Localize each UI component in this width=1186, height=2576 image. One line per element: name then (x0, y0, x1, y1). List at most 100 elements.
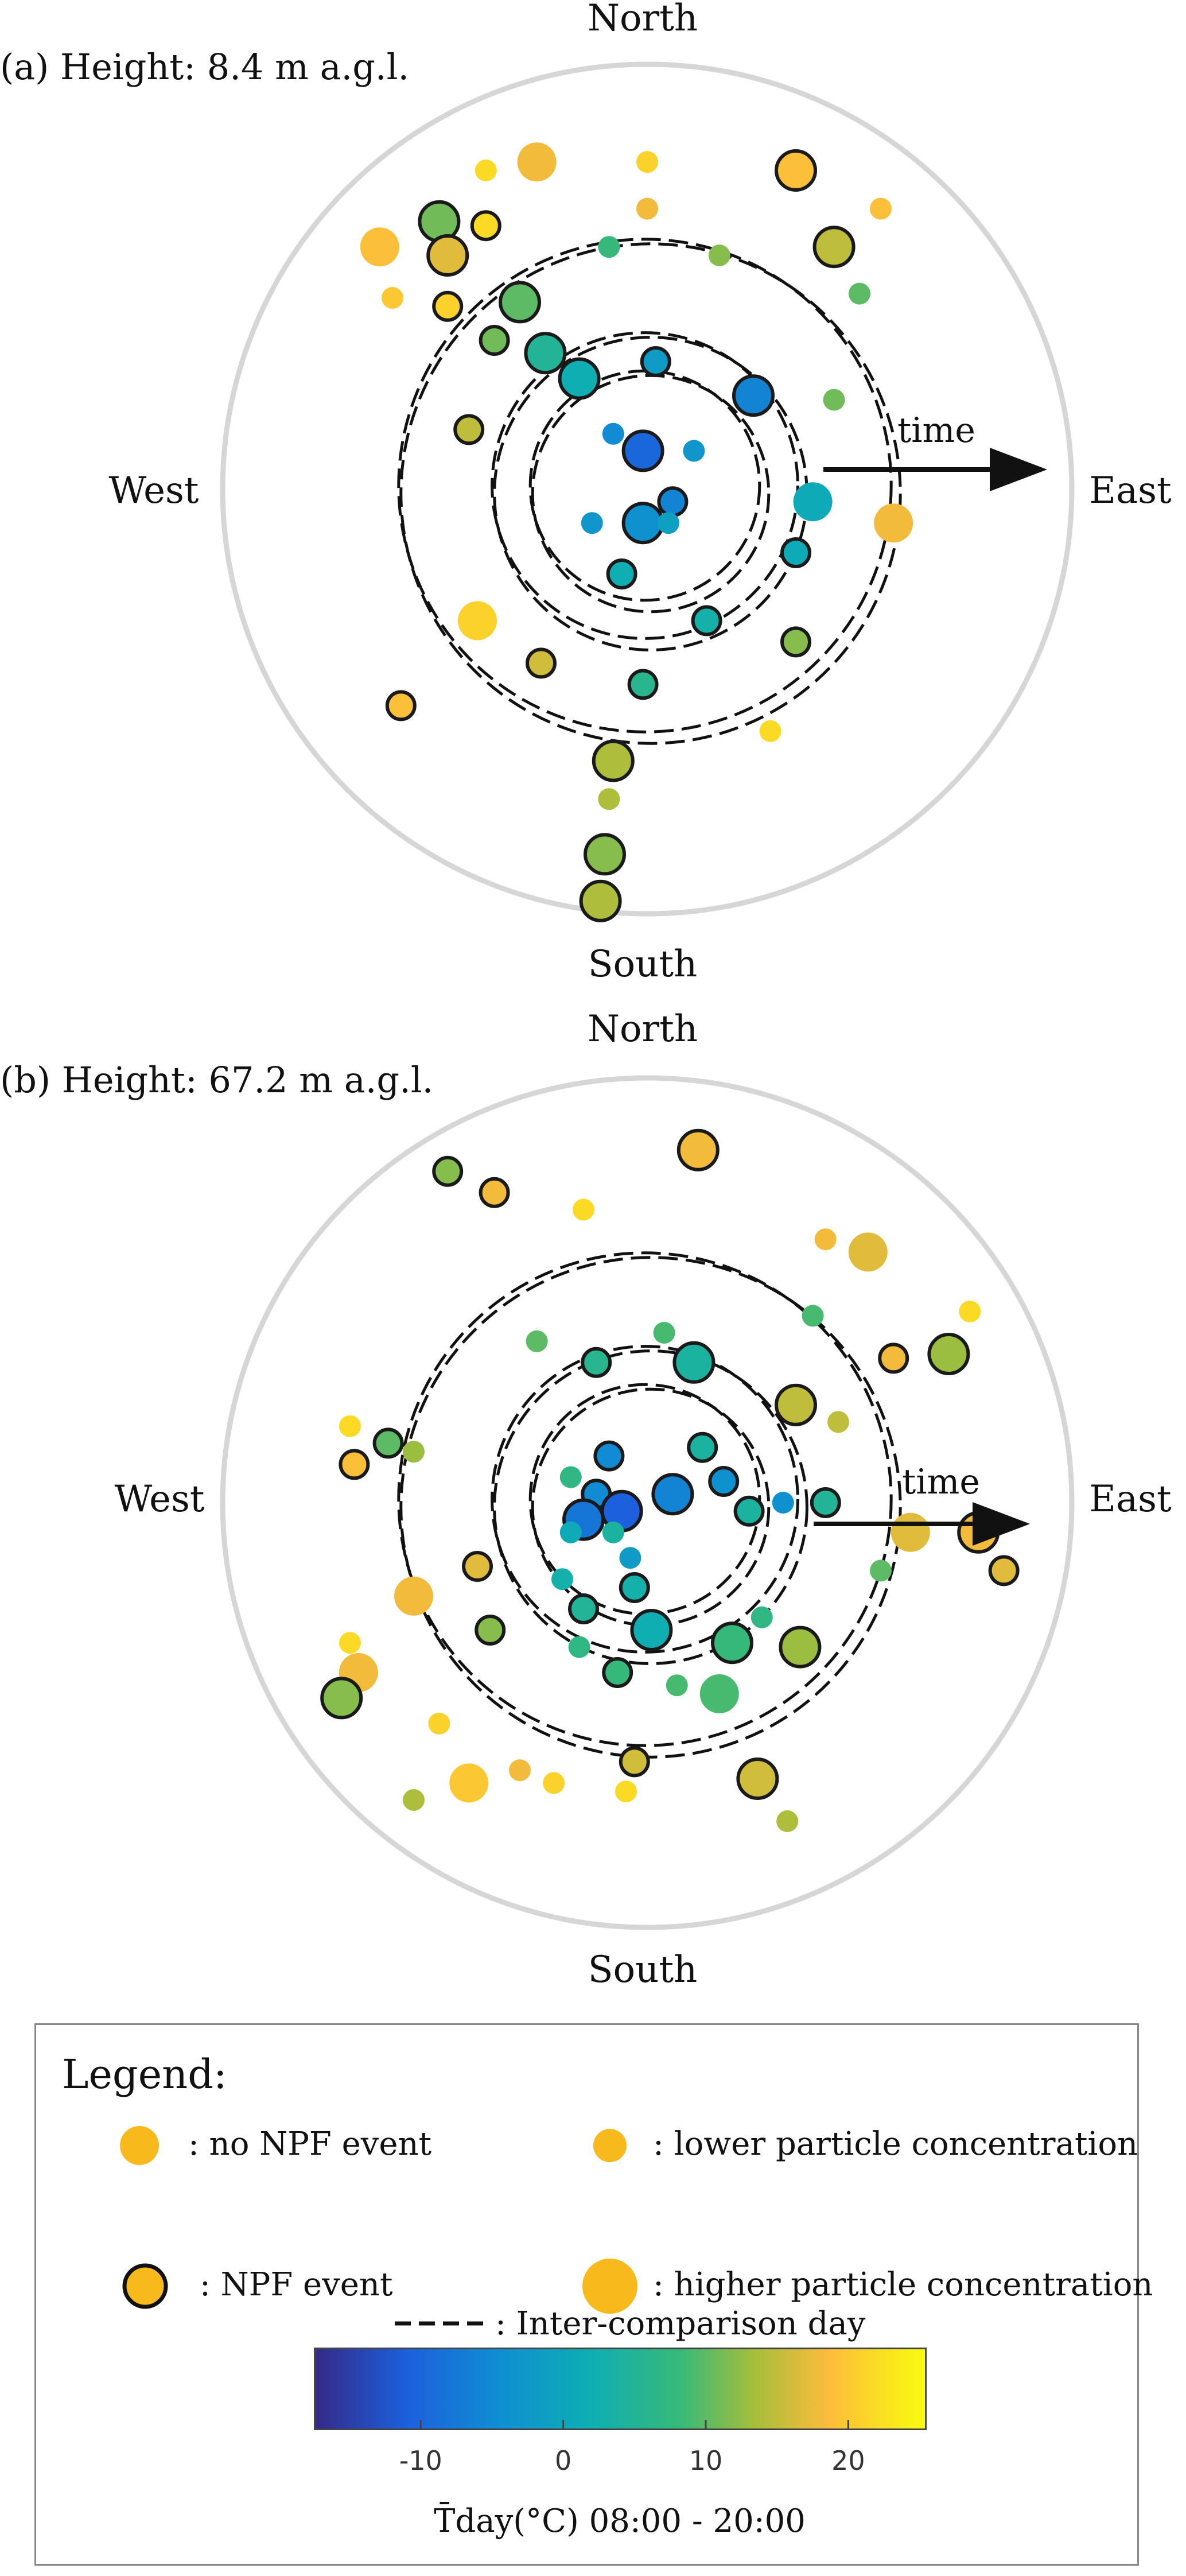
no-npf-point (602, 1521, 624, 1543)
legend-no-npf-symbol (120, 2126, 159, 2165)
no-npf-point (823, 389, 845, 411)
no-npf-point (526, 1330, 548, 1352)
npf-event-point (780, 537, 811, 568)
legend-higher-conc-symbol (582, 2259, 637, 2314)
npf-event-point (687, 1431, 718, 1463)
npf-event-point (579, 879, 622, 922)
legend-dashed-line-label: : Inter-comparison day (495, 2305, 866, 2342)
npf-event-point (602, 1657, 633, 1688)
no-npf-point (598, 788, 620, 810)
no-npf-point (870, 197, 892, 220)
no-npf-point (382, 287, 403, 309)
npf-event-point (479, 1177, 510, 1208)
npf-event-point (581, 1347, 612, 1378)
no-npf-point (339, 1632, 361, 1654)
npf-event-point (927, 1333, 970, 1375)
npf-event-point (385, 690, 417, 721)
panel-a-north-label: North (587, 0, 698, 40)
legend-higher-conc-label: : higher particle concentration (653, 2266, 1153, 2303)
no-npf-point (602, 422, 624, 445)
no-npf-point (360, 227, 399, 267)
npf-event-point (320, 1677, 363, 1720)
legend-title: Legend: (62, 2051, 227, 2098)
no-npf-point (653, 1322, 675, 1344)
no-npf-point (581, 512, 603, 534)
no-npf-point (827, 1411, 849, 1433)
colorbar-tick-label: 20 (831, 2445, 865, 2476)
no-npf-point (403, 1441, 425, 1463)
no-npf-point (849, 282, 870, 305)
npf-event-point (584, 833, 626, 876)
no-npf-point (870, 1559, 892, 1582)
npf-event-point (711, 1621, 753, 1665)
npf-event-point (708, 1466, 740, 1497)
intercomparison-ring (399, 1256, 902, 1759)
npf-event-point (339, 1449, 370, 1480)
panel-b-data-points (320, 1128, 1020, 1832)
npf-event-point (630, 1609, 673, 1651)
npf-event-point (606, 558, 637, 589)
no-npf-point (615, 1780, 637, 1803)
panel-a-west-label: West (108, 470, 199, 512)
no-npf-point (458, 601, 497, 641)
no-npf-point (449, 1763, 489, 1803)
intercomparison-ring (493, 1349, 808, 1665)
panel-b-south-label: South (588, 1949, 698, 1991)
no-npf-point (708, 245, 730, 266)
panel-a-title: (a) Height: 8.4 m a.g.l. (0, 46, 410, 88)
npf-event-point (526, 647, 557, 679)
panel-a-south-label: South (588, 943, 698, 986)
no-npf-point (759, 720, 781, 742)
panel-b-north-label: North (587, 1008, 698, 1050)
colorbar-tick-label: 0 (555, 2445, 572, 2476)
no-npf-point (543, 1772, 565, 1794)
no-npf-point (573, 1198, 594, 1221)
npf-event-point (779, 1625, 822, 1669)
npf-event-point (619, 1746, 650, 1778)
npf-event-point (732, 374, 775, 417)
legend-npf-symbol (122, 2263, 168, 2309)
no-npf-point (636, 197, 658, 220)
panel-b-outer-boundary (220, 1075, 1075, 1930)
npf-event-point (593, 1440, 625, 1472)
intercomparison-ring (491, 1345, 799, 1654)
npf-event-point (568, 1593, 599, 1624)
legend-dashed-line-symbol (395, 2321, 484, 2326)
temperature-colorbar (314, 2348, 927, 2430)
colorbar-tick-marks (419, 2420, 849, 2430)
no-npf-point (793, 482, 833, 522)
no-npf-point (772, 1492, 794, 1514)
npf-event-point (651, 1473, 694, 1516)
npf-event-point (733, 1495, 765, 1527)
npf-event-point (470, 210, 501, 242)
npf-event-point (462, 1551, 493, 1582)
panel-a-east-label: East (1089, 470, 1172, 512)
legend-no-npf-label: : no NPF event (188, 2125, 432, 2163)
intercomparison-ring (491, 331, 799, 640)
npf-event-point (499, 281, 541, 324)
intercomparison-ring (397, 1251, 893, 1747)
no-npf-point (394, 1576, 433, 1616)
npf-event-point (672, 1341, 716, 1384)
npf-event-point (592, 739, 635, 782)
panel-a-time-label: time (897, 410, 975, 451)
npf-event-point (372, 1427, 404, 1459)
colorbar-tick-label: -10 (399, 2445, 442, 2476)
intercomparison-ring (397, 238, 893, 734)
npf-event-point (676, 1128, 720, 1171)
no-npf-point (598, 236, 620, 258)
no-npf-point (874, 503, 913, 543)
npf-event-point (775, 149, 817, 192)
legend-lower-conc-symbol (593, 2129, 627, 2162)
npf-event-point (432, 1155, 464, 1187)
no-npf-point (891, 1512, 930, 1552)
no-npf-point (475, 160, 497, 181)
no-npf-point (814, 1228, 837, 1251)
no-npf-point (517, 142, 557, 182)
no-npf-point (699, 1674, 739, 1713)
panel-b-east-label: East (1089, 1478, 1172, 1520)
npf-event-point (878, 1343, 909, 1374)
legend-lower-conc-label: : lower particle concentration (653, 2125, 1138, 2163)
npf-event-point (627, 669, 659, 700)
panel-a-polar-plot (220, 61, 1075, 922)
